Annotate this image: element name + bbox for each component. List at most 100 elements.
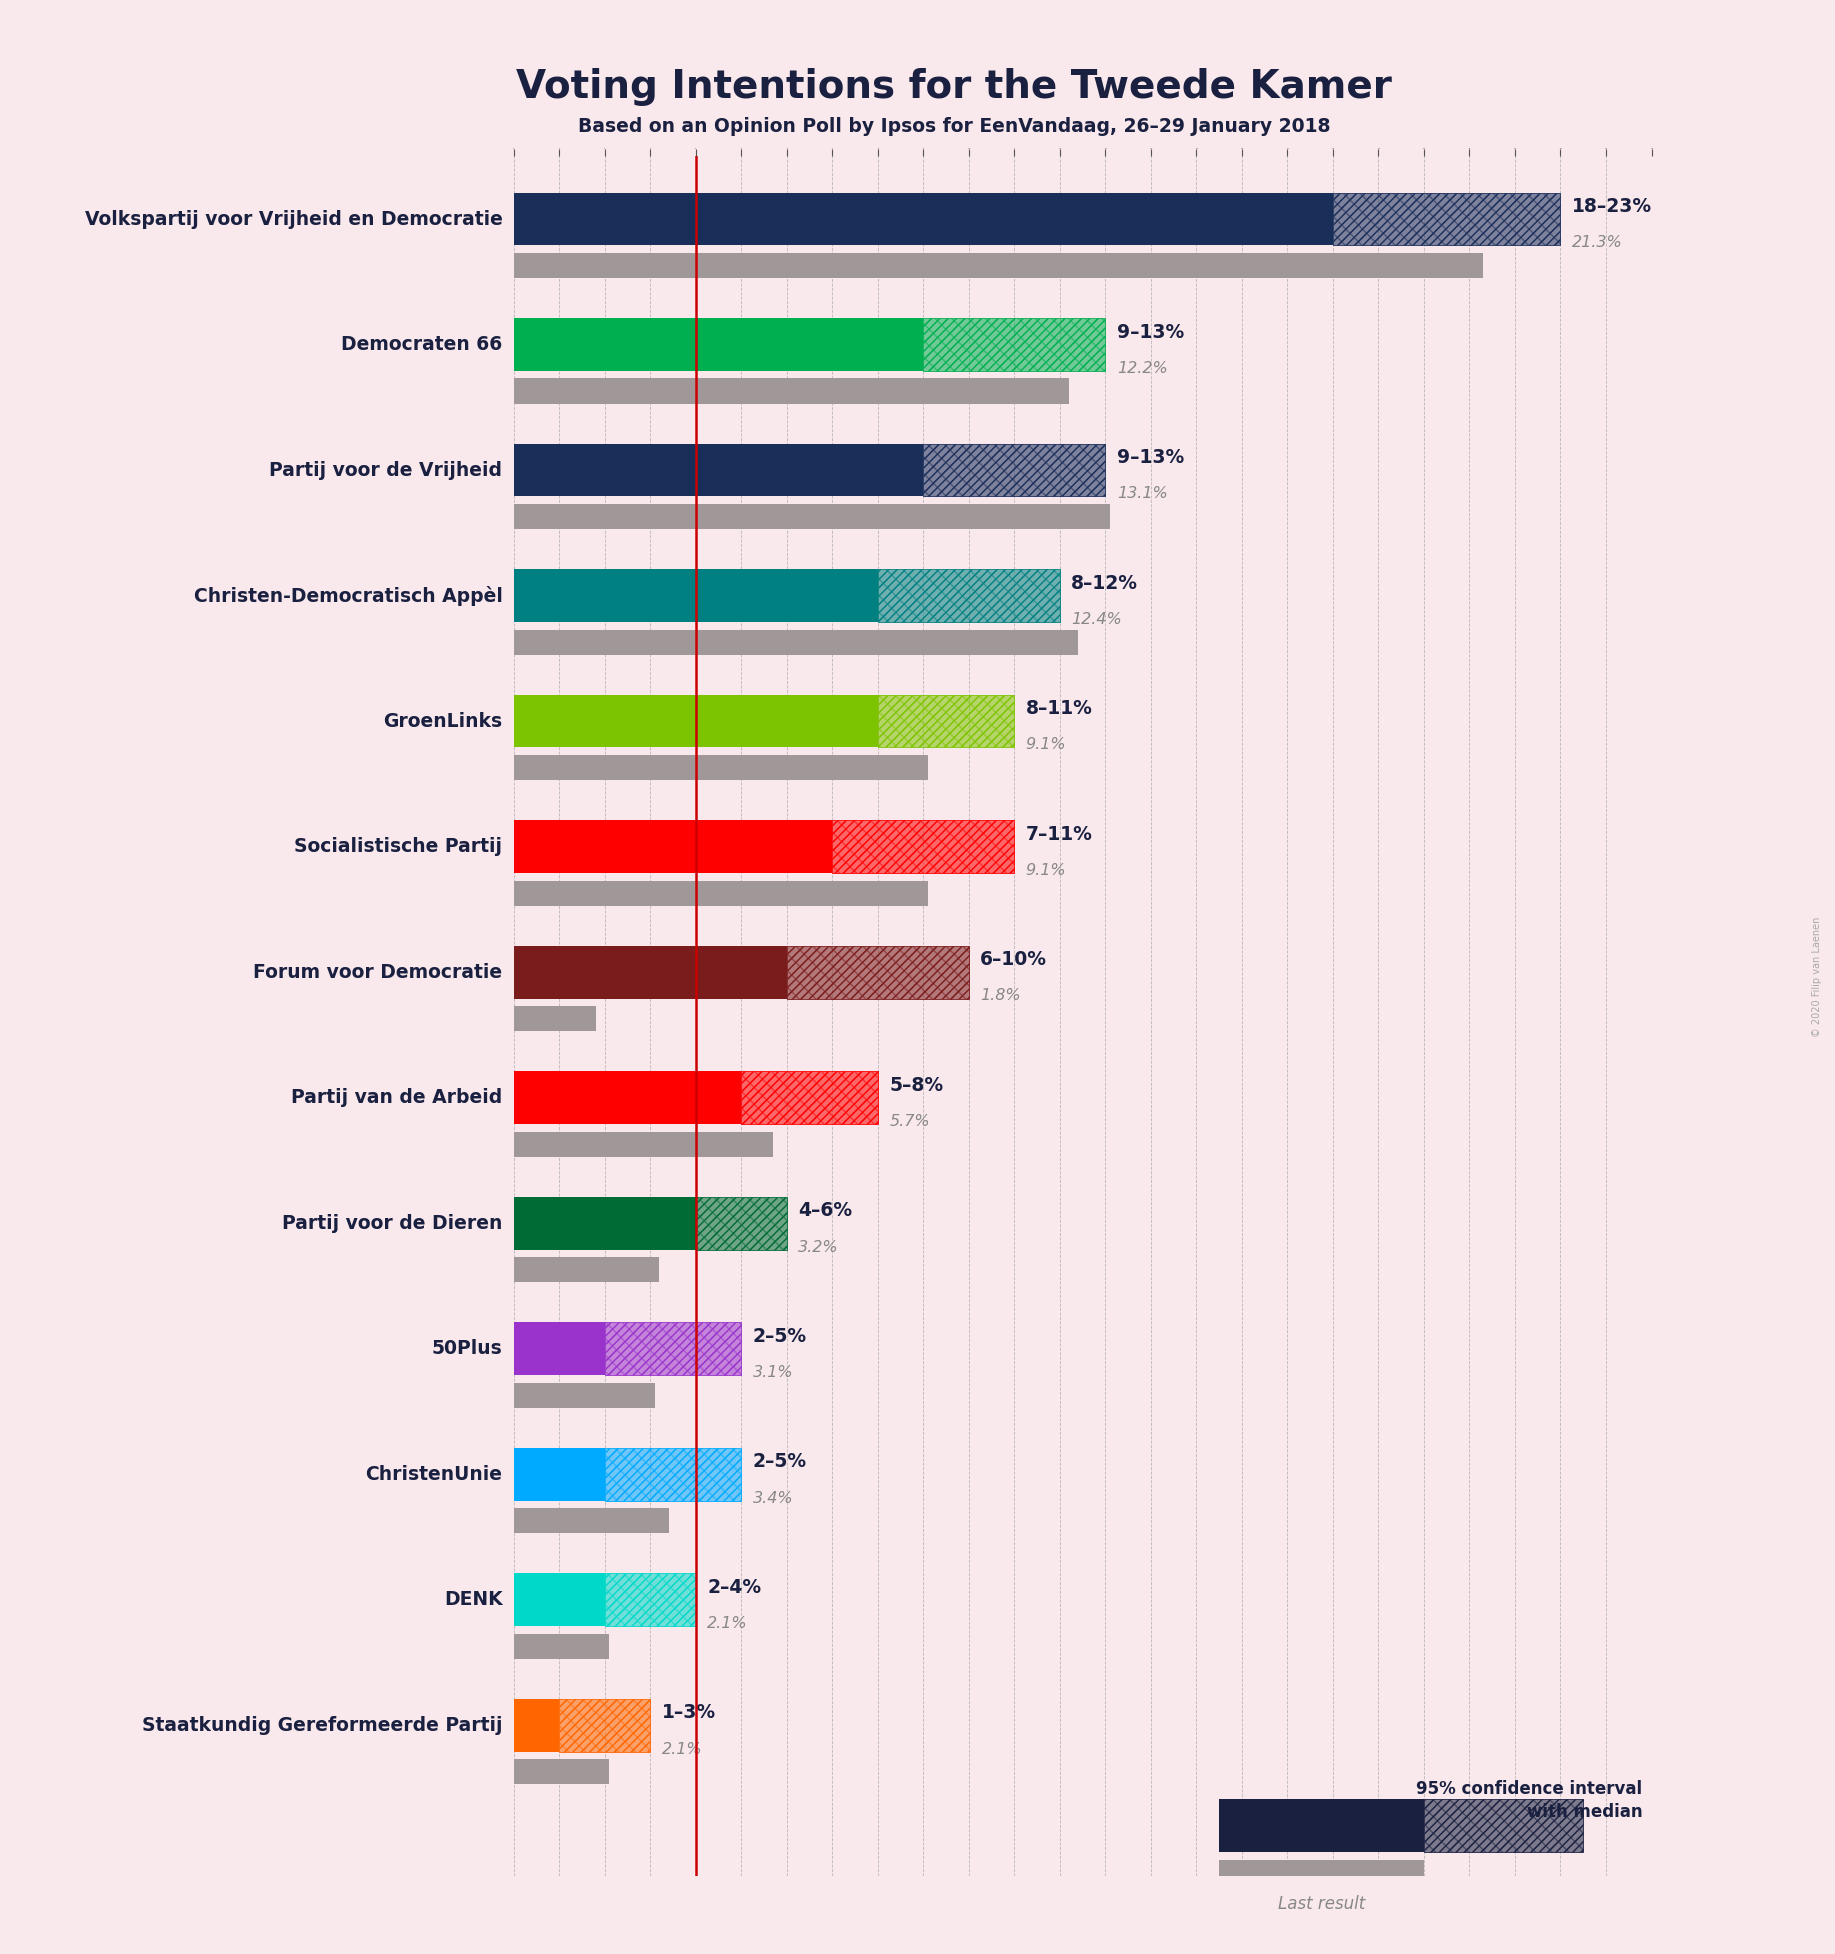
Bar bbox=[606, 1323, 741, 1376]
Bar bbox=[514, 1508, 668, 1534]
Bar bbox=[1218, 1800, 1424, 1852]
Bar bbox=[514, 821, 833, 873]
Text: Socialistische Partij: Socialistische Partij bbox=[294, 836, 503, 856]
Bar bbox=[1424, 1800, 1584, 1852]
Text: 2–5%: 2–5% bbox=[752, 1327, 807, 1346]
Text: 9–13%: 9–13% bbox=[1118, 447, 1184, 467]
Bar bbox=[514, 1634, 609, 1659]
Text: Democraten 66: Democraten 66 bbox=[341, 334, 503, 354]
Text: ChristenUnie: ChristenUnie bbox=[365, 1466, 503, 1483]
Bar bbox=[514, 1383, 655, 1407]
Text: 9.1%: 9.1% bbox=[1026, 864, 1066, 877]
Text: 3.1%: 3.1% bbox=[752, 1366, 793, 1380]
Bar bbox=[787, 946, 969, 998]
Text: 3.2%: 3.2% bbox=[798, 1239, 839, 1254]
Bar bbox=[514, 696, 877, 748]
Text: 6–10%: 6–10% bbox=[980, 950, 1048, 969]
Bar bbox=[514, 319, 923, 371]
Text: 1–3%: 1–3% bbox=[662, 1704, 716, 1721]
Bar bbox=[877, 696, 1015, 748]
Bar bbox=[1218, 1860, 1424, 1884]
Text: 3.4%: 3.4% bbox=[752, 1491, 793, 1505]
Text: Based on an Opinion Poll by Ipsos for EenVandaag, 26–29 January 2018: Based on an Opinion Poll by Ipsos for Ee… bbox=[578, 117, 1330, 137]
Bar bbox=[606, 1323, 741, 1376]
Text: 2.1%: 2.1% bbox=[706, 1616, 749, 1632]
Bar bbox=[514, 1071, 741, 1124]
Bar bbox=[560, 1698, 650, 1751]
Text: 12.2%: 12.2% bbox=[1118, 361, 1167, 375]
Bar bbox=[923, 319, 1105, 371]
Bar bbox=[514, 754, 929, 780]
Bar bbox=[877, 569, 1061, 621]
Bar bbox=[606, 1573, 695, 1626]
Bar bbox=[606, 1573, 695, 1626]
Bar bbox=[695, 1196, 787, 1249]
Text: 8–11%: 8–11% bbox=[1026, 700, 1092, 717]
Text: 50Plus: 50Plus bbox=[431, 1338, 503, 1358]
Text: Voting Intentions for the Tweede Kamer: Voting Intentions for the Tweede Kamer bbox=[516, 68, 1393, 106]
Text: 8–12%: 8–12% bbox=[1072, 574, 1138, 592]
Bar bbox=[741, 1071, 877, 1124]
Text: 18–23%: 18–23% bbox=[1573, 197, 1652, 217]
Text: 1.8%: 1.8% bbox=[980, 989, 1020, 1004]
Bar bbox=[877, 569, 1061, 621]
Text: © 2020 Filip van Laenen: © 2020 Filip van Laenen bbox=[1813, 916, 1822, 1038]
Bar bbox=[606, 1448, 741, 1501]
Text: 7–11%: 7–11% bbox=[1026, 825, 1092, 844]
Text: Partij voor de Vrijheid: Partij voor de Vrijheid bbox=[270, 461, 503, 479]
Bar bbox=[514, 1759, 609, 1784]
Bar bbox=[514, 1323, 606, 1376]
Text: 4–6%: 4–6% bbox=[798, 1202, 851, 1219]
Bar bbox=[514, 881, 929, 905]
Text: Last result: Last result bbox=[1277, 1895, 1365, 1913]
Text: GroenLinks: GroenLinks bbox=[384, 711, 503, 731]
Bar bbox=[1332, 193, 1560, 246]
Bar bbox=[1332, 193, 1560, 246]
Bar bbox=[514, 1698, 560, 1751]
Text: 2–4%: 2–4% bbox=[706, 1577, 762, 1596]
Text: 2.1%: 2.1% bbox=[662, 1741, 703, 1757]
Bar bbox=[833, 821, 1015, 873]
Bar bbox=[514, 1448, 606, 1501]
Bar bbox=[514, 444, 923, 496]
Text: Partij van de Arbeid: Partij van de Arbeid bbox=[292, 1088, 503, 1108]
Bar bbox=[514, 1196, 695, 1249]
Text: Partij voor de Dieren: Partij voor de Dieren bbox=[283, 1213, 503, 1233]
Bar bbox=[606, 1448, 741, 1501]
Bar bbox=[787, 946, 969, 998]
Text: 5.7%: 5.7% bbox=[890, 1114, 930, 1129]
Bar bbox=[514, 504, 1110, 530]
Bar bbox=[514, 946, 787, 998]
Text: 12.4%: 12.4% bbox=[1072, 612, 1121, 627]
Text: 95% confidence interval
with median: 95% confidence interval with median bbox=[1417, 1780, 1642, 1821]
Text: Volkspartij voor Vrijheid en Democratie: Volkspartij voor Vrijheid en Democratie bbox=[84, 209, 503, 229]
Bar bbox=[514, 1573, 606, 1626]
Bar bbox=[514, 1256, 659, 1282]
Bar bbox=[923, 444, 1105, 496]
Bar bbox=[514, 379, 1070, 404]
Bar bbox=[695, 1196, 787, 1249]
Bar bbox=[877, 696, 1015, 748]
Bar bbox=[923, 319, 1105, 371]
Text: Forum voor Democratie: Forum voor Democratie bbox=[253, 963, 503, 981]
Text: Christen-Democratisch Appèl: Christen-Democratisch Appèl bbox=[193, 586, 503, 606]
Bar bbox=[560, 1698, 650, 1751]
Text: 9–13%: 9–13% bbox=[1118, 322, 1184, 342]
Bar bbox=[1424, 1800, 1584, 1852]
Text: 5–8%: 5–8% bbox=[890, 1075, 943, 1094]
Bar bbox=[514, 252, 1483, 277]
Bar bbox=[923, 444, 1105, 496]
Bar bbox=[741, 1071, 877, 1124]
Bar bbox=[514, 569, 877, 621]
Text: DENK: DENK bbox=[444, 1591, 503, 1610]
Bar bbox=[514, 193, 1332, 246]
Text: 13.1%: 13.1% bbox=[1118, 487, 1167, 502]
Text: 9.1%: 9.1% bbox=[1026, 737, 1066, 752]
Bar bbox=[514, 1131, 773, 1157]
Text: 2–5%: 2–5% bbox=[752, 1452, 807, 1471]
Text: 21.3%: 21.3% bbox=[1573, 234, 1622, 250]
Text: Staatkundig Gereformeerde Partij: Staatkundig Gereformeerde Partij bbox=[141, 1716, 503, 1735]
Bar bbox=[514, 1006, 596, 1032]
Bar bbox=[833, 821, 1015, 873]
Bar bbox=[514, 629, 1079, 655]
